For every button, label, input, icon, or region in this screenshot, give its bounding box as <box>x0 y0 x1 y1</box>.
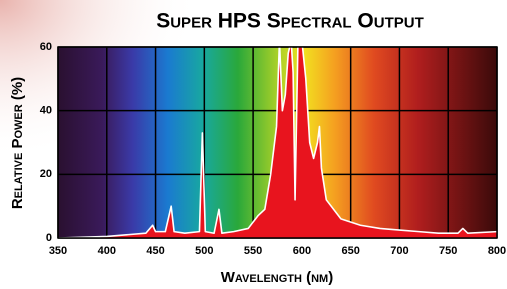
x-tick-label: 600 <box>293 245 311 257</box>
x-tick-label: 550 <box>244 245 262 257</box>
x-tick-label: 800 <box>488 245 506 257</box>
y-tick-label: 40 <box>40 105 52 117</box>
x-tick-label: 500 <box>195 245 213 257</box>
x-tick-label: 700 <box>390 245 408 257</box>
x-axis-label: Wavelength (nm) <box>221 269 333 286</box>
y-axis-label: Relative Power (%) <box>9 77 26 209</box>
y-tick-label: 60 <box>40 41 52 53</box>
x-tick-label: 450 <box>146 245 164 257</box>
page: {"chart_data": {"type": "area", "title":… <box>0 0 507 289</box>
chart: Super HPS Spectral Output Relative Power… <box>0 0 507 289</box>
x-tick-label: 650 <box>341 245 359 257</box>
x-tick-label: 350 <box>49 245 67 257</box>
y-tick-label: 20 <box>40 168 52 180</box>
y-tick-label: 0 <box>46 232 52 244</box>
x-tick-label: 750 <box>439 245 457 257</box>
x-tick-label: 400 <box>98 245 116 257</box>
chart-title: Super HPS Spectral Output <box>156 10 424 33</box>
